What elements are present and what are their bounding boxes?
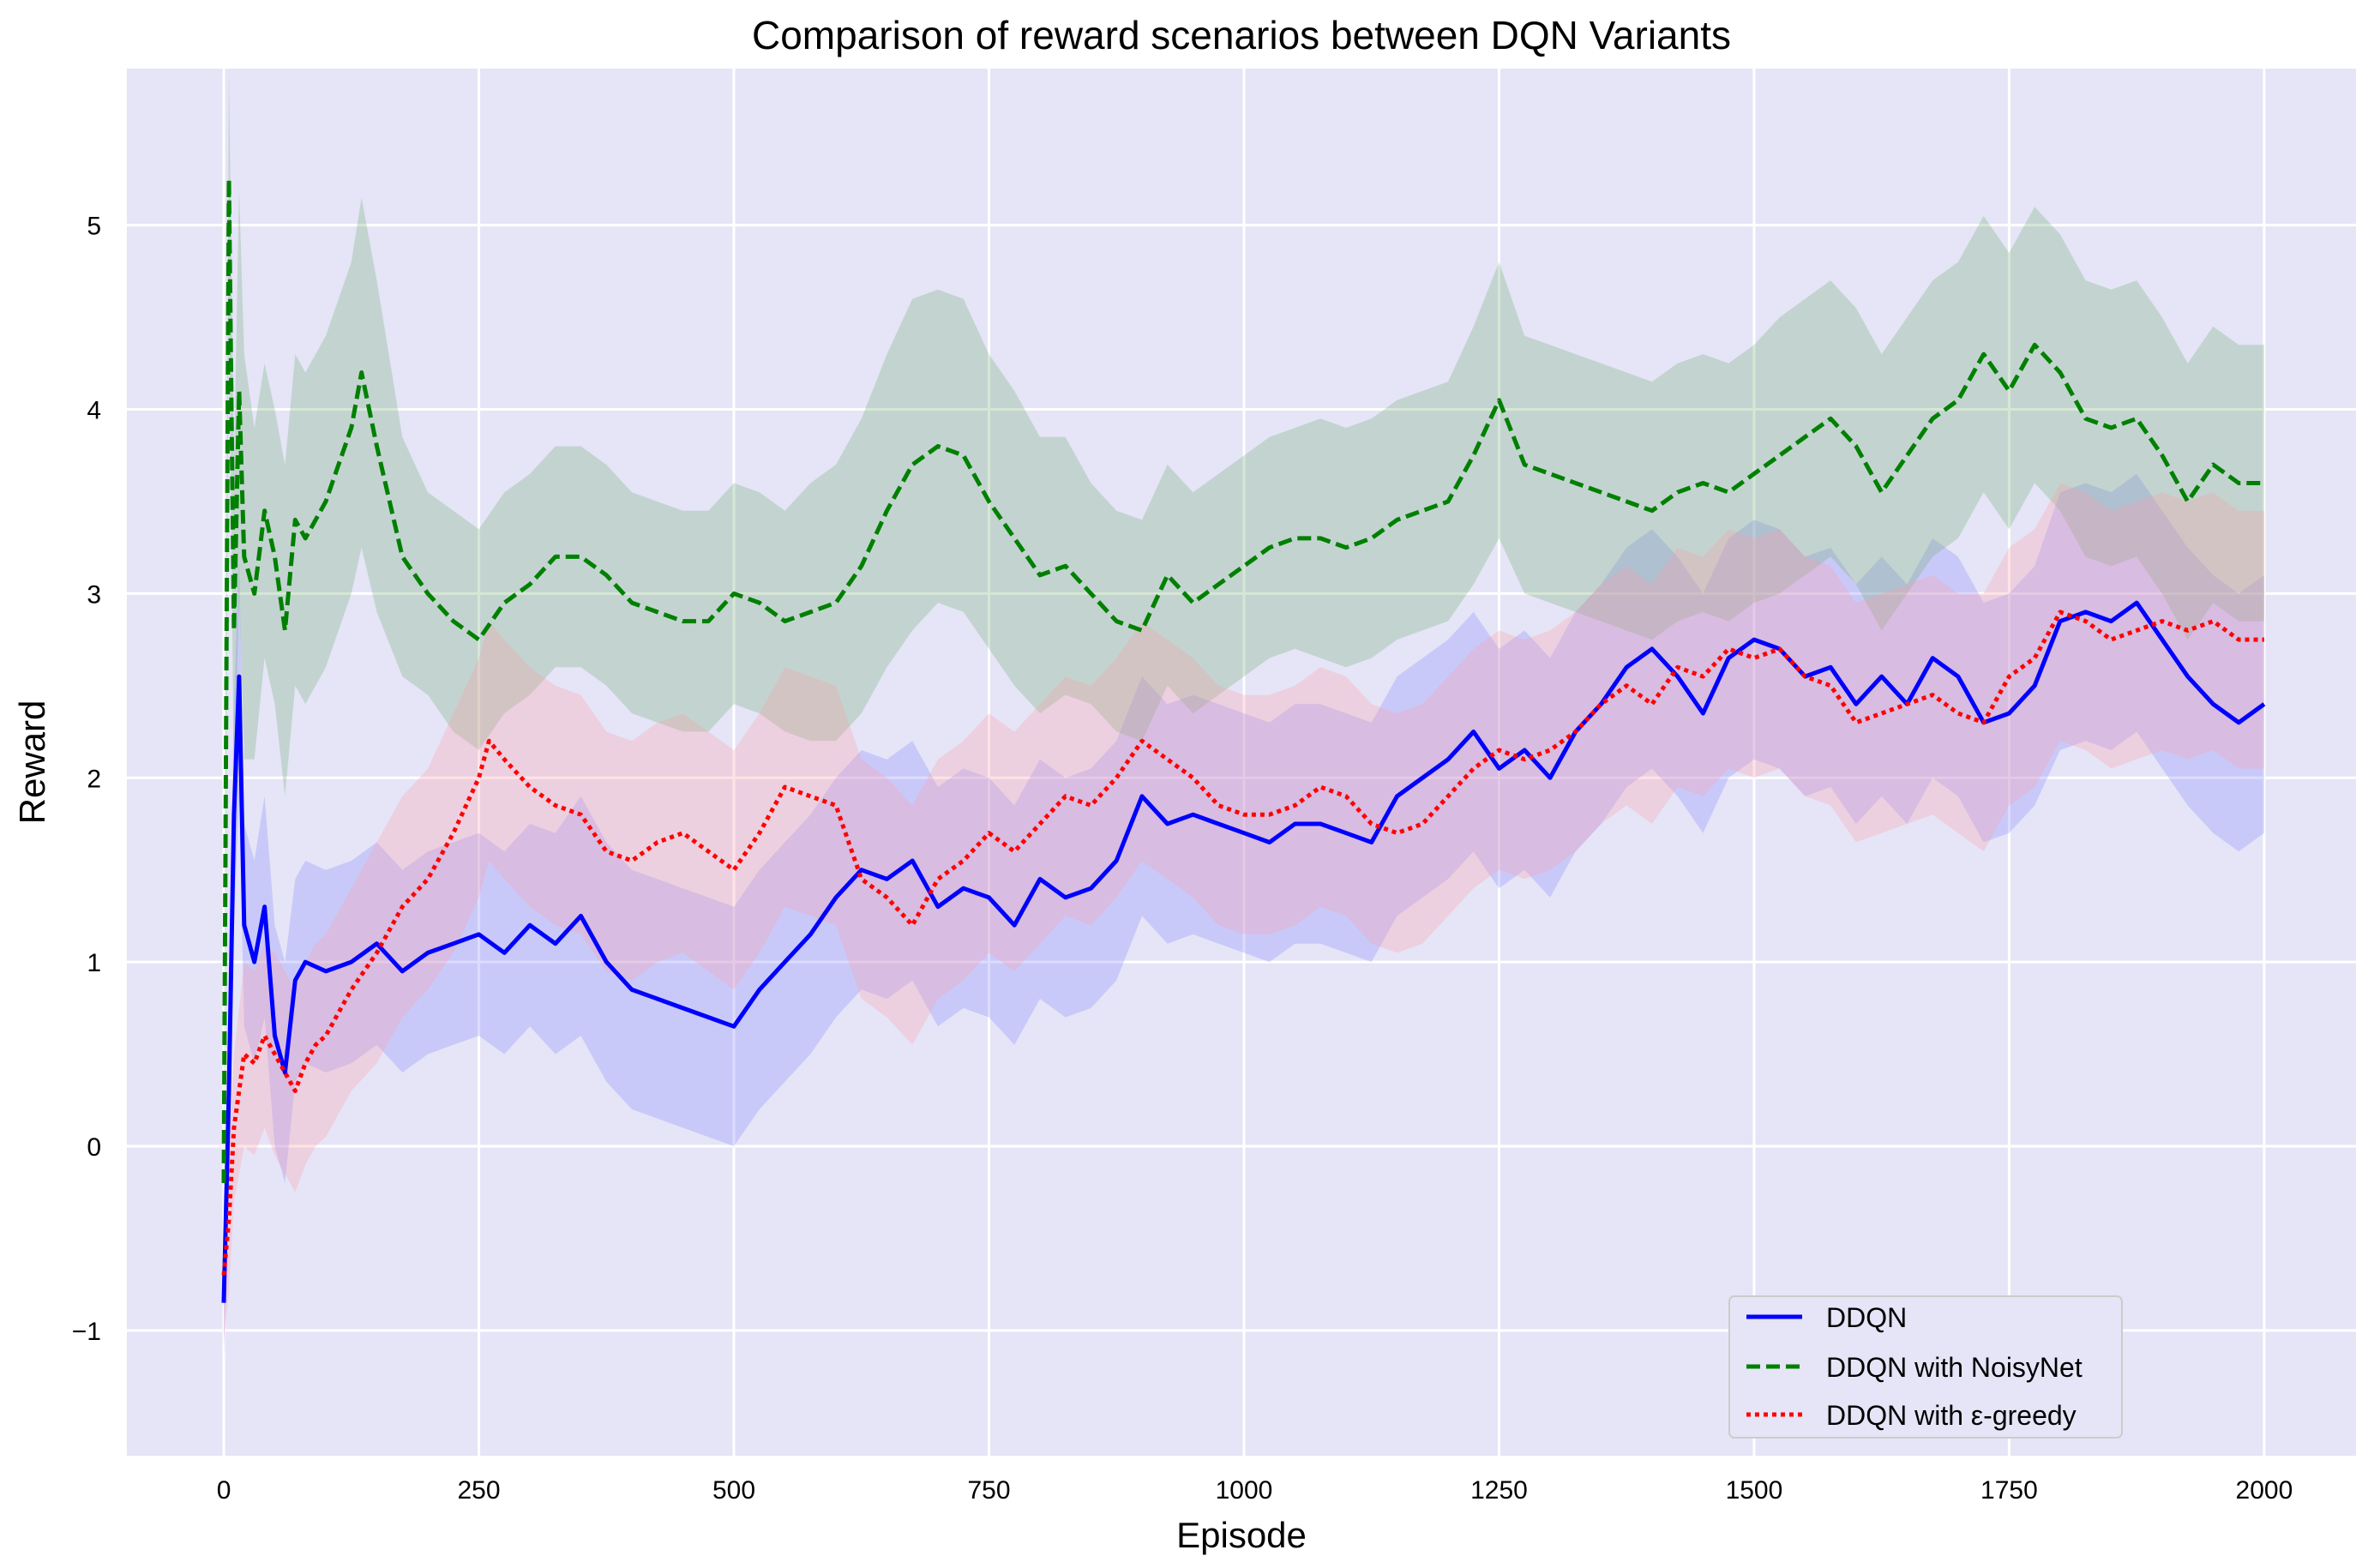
x-tick-label: 500 bbox=[712, 1476, 755, 1505]
line-noisynet bbox=[221, 177, 2264, 1184]
legend: DDQN DDQN with NoisyNet DDQN with ε-gree… bbox=[1728, 1295, 2123, 1439]
series-lines bbox=[221, 177, 2266, 1303]
y-axis-label: Reward bbox=[12, 700, 52, 825]
x-tick-label: 250 bbox=[457, 1476, 500, 1505]
band-noisynet bbox=[224, 69, 2264, 1239]
y-axis-ticks: −1 0 1 2 3 4 5 bbox=[72, 213, 101, 1346]
y-tick-label: 4 bbox=[87, 397, 101, 425]
legend-box bbox=[1728, 1295, 2123, 1439]
line-ddqn bbox=[221, 600, 2266, 1303]
y-tick-label: 5 bbox=[87, 213, 101, 241]
band-ddqn bbox=[224, 473, 2264, 1359]
x-axis-ticks: 0 250 500 750 1000 1250 1500 1750 2000 bbox=[217, 1476, 2293, 1505]
x-tick-label: 1250 bbox=[1470, 1476, 1528, 1505]
y-tick-label: −1 bbox=[72, 1318, 101, 1346]
line-egreedy bbox=[221, 610, 2264, 1276]
band-egreedy bbox=[224, 483, 2264, 1340]
x-tick-label: 1500 bbox=[1726, 1476, 1783, 1505]
x-tick-label: 0 bbox=[217, 1476, 231, 1505]
legend-label-egreedy: DDQN with ε-greedy bbox=[1826, 1400, 2076, 1431]
y-tick-label: 1 bbox=[87, 949, 101, 977]
x-tick-label: 2000 bbox=[2236, 1476, 2293, 1505]
y-tick-label: 0 bbox=[87, 1133, 101, 1162]
confidence-bands bbox=[224, 69, 2264, 1359]
y-tick-label: 2 bbox=[87, 765, 101, 793]
x-tick-label: 1000 bbox=[1216, 1476, 1273, 1505]
x-tick-label: 1750 bbox=[1980, 1476, 2038, 1505]
y-tick-label: 3 bbox=[87, 580, 101, 609]
x-tick-label: 750 bbox=[967, 1476, 1010, 1505]
legend-label-ddqn: DDQN bbox=[1826, 1302, 1907, 1333]
legend-label-noisynet: DDQN with NoisyNet bbox=[1826, 1352, 2082, 1383]
x-axis-label: Episode bbox=[1176, 1515, 1307, 1555]
chart-title: Comparison of reward scenarios between D… bbox=[752, 13, 1731, 57]
plot-area bbox=[127, 69, 2356, 1456]
